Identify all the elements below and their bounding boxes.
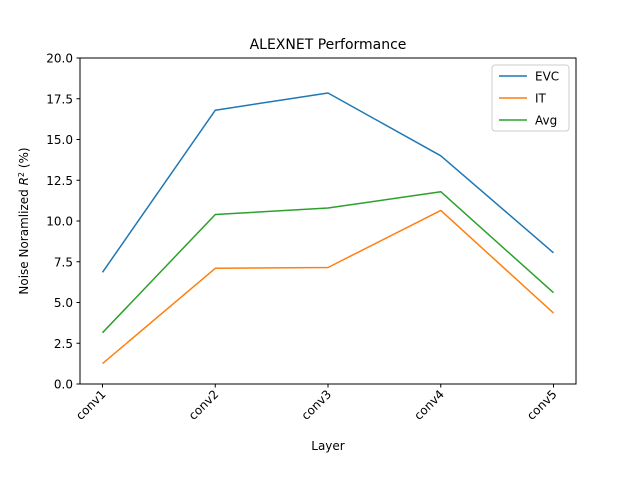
legend-label-avg: Avg (535, 114, 557, 128)
legend: EVC IT Avg (491, 64, 570, 132)
series-line-evc (101, 92, 554, 273)
x-tick-label: conv5 (524, 387, 560, 423)
series-line-it (102, 209, 555, 365)
legend-box (491, 64, 570, 132)
x-tick-label: conv4 (411, 387, 447, 423)
x-axis-label: Layer (311, 439, 345, 453)
y-axis-label: Noise Noramlized R2 (%) (17, 147, 32, 294)
series-line-avg (101, 190, 555, 334)
x-tick-label: conv3 (299, 387, 335, 423)
y-tick-label: 17.5 (46, 92, 73, 106)
y-tick-label: 5.0 (54, 296, 73, 310)
y-tick-label: 20.0 (46, 52, 73, 66)
x-tick-label: conv1 (73, 387, 109, 423)
chart-title: ALEXNET Performance (250, 37, 407, 53)
y-tick-label: 7.5 (54, 255, 73, 269)
y-tick-label: 12.5 (46, 174, 73, 188)
x-tick-label: conv2 (186, 387, 222, 423)
y-tick-label: 0.0 (54, 378, 73, 392)
legend-label-it: IT (535, 92, 547, 106)
legend-label-evc: EVC (535, 70, 559, 84)
y-tick-label: 2.5 (54, 337, 73, 351)
y-tick-label: 15.0 (46, 133, 73, 147)
y-tick-label: 10.0 (46, 215, 73, 229)
